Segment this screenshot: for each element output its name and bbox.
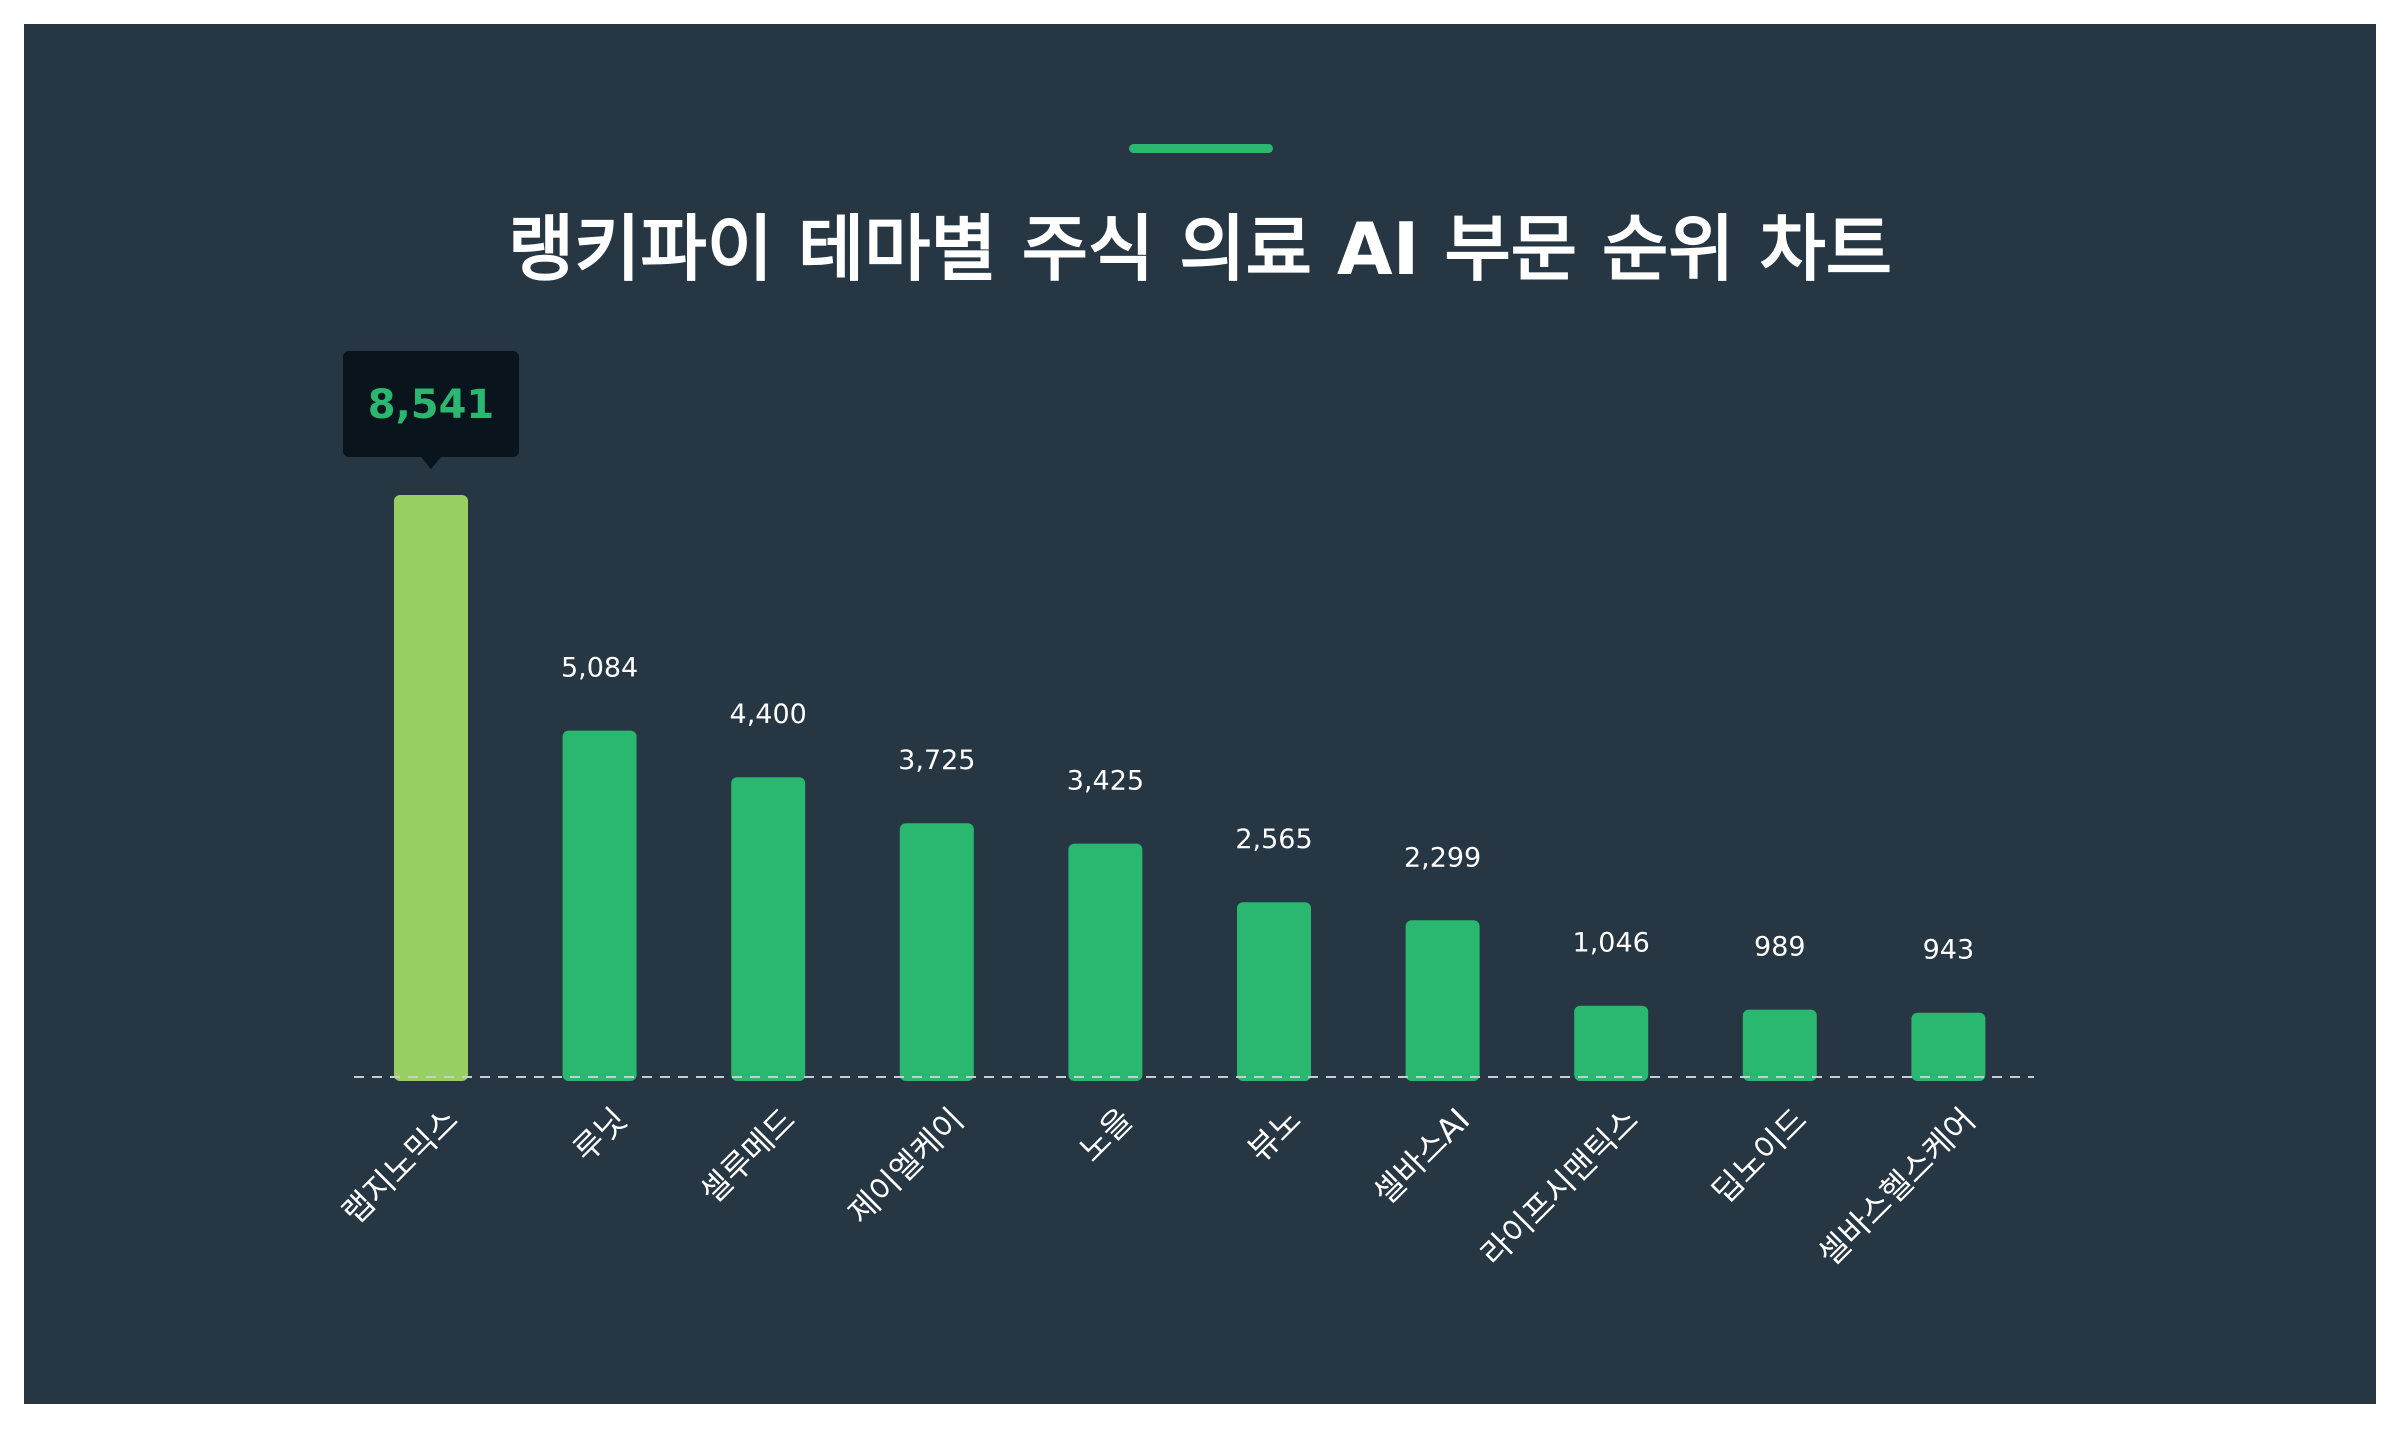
tooltip-pointer (421, 457, 441, 469)
bar-0 (394, 495, 468, 1081)
bar-7 (1574, 1005, 1649, 1081)
bar-4 (1068, 843, 1143, 1081)
bar-chart: 랩지노믹스 루닛 5,084 셀루메드 4,400 제이엘케이 3,725 노을 3,425 뷰노… (335, 351, 2034, 1274)
tooltip: 8,541 (343, 351, 519, 469)
category-label-6: 셀바스AI (1366, 1101, 1477, 1212)
bar-1 (562, 730, 637, 1081)
tooltip-box (343, 351, 519, 457)
category-label-1: 루닛 (566, 1101, 635, 1170)
value-label-9: 943 (1923, 935, 1975, 966)
category-label-5: 뷰노 (1240, 1101, 1309, 1170)
category-label-8: 딥노이드 (1704, 1101, 1814, 1211)
value-label-1: 5,084 (561, 653, 638, 684)
category-label-4: 노을 (1072, 1101, 1141, 1170)
bar-6 (1405, 920, 1480, 1081)
value-label-7: 1,046 (1573, 928, 1650, 959)
value-label-6: 2,299 (1404, 842, 1481, 873)
category-label-0: 랩지노믹스 (335, 1101, 466, 1232)
chart-title: 랭키파이 테마별 주식 의료 AI 부문 순위 차트 (507, 207, 1893, 291)
value-label-2: 4,400 (730, 699, 807, 730)
category-label-3: 제이엘케이 (840, 1101, 971, 1232)
tooltip-value: 8,541 (368, 382, 495, 428)
chart-panel: 랭키파이 테마별 주식 의료 AI 부문 순위 차트 랩지노믹스 루닛 5,084 셀… (24, 24, 2376, 1404)
category-label-2: 셀루메드 (693, 1101, 803, 1211)
value-label-4: 3,425 (1067, 766, 1144, 797)
bar-3 (899, 823, 974, 1081)
category-label-7: 라이프시맨틱스 (1473, 1101, 1646, 1274)
bar-8 (1742, 1009, 1817, 1081)
category-label-9: 셀바스헬스케어 (1810, 1101, 1983, 1274)
bar-9 (1911, 1012, 1986, 1081)
value-label-8: 989 (1754, 932, 1806, 963)
bar-5 (1237, 902, 1311, 1081)
title-accent-line (1129, 144, 1273, 153)
bars-layer (394, 495, 1986, 1081)
value-label-3: 3,725 (898, 745, 975, 776)
bar-2 (731, 777, 806, 1081)
value-label-5: 2,565 (1235, 824, 1312, 855)
